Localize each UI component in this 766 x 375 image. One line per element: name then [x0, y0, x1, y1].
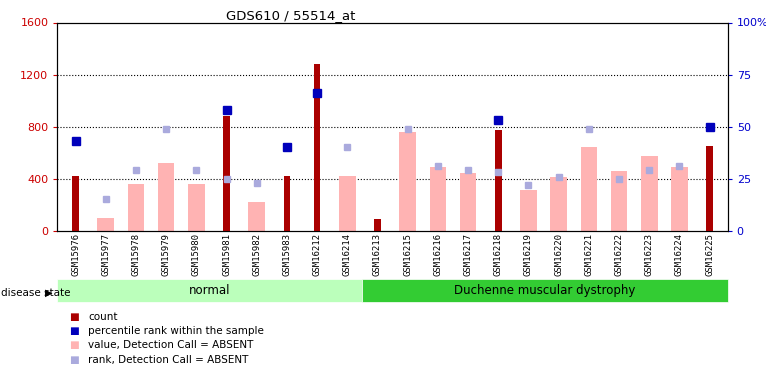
Bar: [520, 190, 537, 231]
Bar: [339, 176, 355, 231]
Bar: [460, 173, 476, 231]
Text: GSM15978: GSM15978: [132, 232, 140, 276]
Bar: [283, 176, 290, 231]
Text: GSM16221: GSM16221: [584, 232, 594, 276]
Text: GSM16216: GSM16216: [434, 232, 442, 276]
Text: GSM16218: GSM16218: [494, 232, 502, 276]
Text: GSM16224: GSM16224: [675, 232, 684, 276]
Text: GSM16215: GSM16215: [403, 232, 412, 276]
Text: GSM16213: GSM16213: [373, 232, 382, 276]
Text: ■: ■: [69, 355, 79, 364]
Bar: [611, 171, 627, 231]
Bar: [362, 279, 728, 302]
Text: GSM16222: GSM16222: [614, 232, 624, 276]
Text: GSM15976: GSM15976: [71, 232, 80, 276]
Bar: [158, 163, 175, 231]
Bar: [399, 132, 416, 231]
Bar: [57, 279, 362, 302]
Text: GSM16223: GSM16223: [645, 232, 653, 276]
Text: GSM16212: GSM16212: [313, 232, 322, 276]
Text: GSM15983: GSM15983: [283, 232, 291, 276]
Text: GSM15979: GSM15979: [162, 232, 171, 276]
Text: GSM16225: GSM16225: [705, 232, 714, 276]
Text: Duchenne muscular dystrophy: Duchenne muscular dystrophy: [454, 284, 636, 297]
Bar: [581, 147, 597, 231]
Bar: [706, 146, 713, 231]
Bar: [495, 130, 502, 231]
Text: GSM16219: GSM16219: [524, 232, 533, 276]
Text: percentile rank within the sample: percentile rank within the sample: [88, 326, 264, 336]
Text: ■: ■: [69, 312, 79, 322]
Bar: [314, 64, 320, 231]
Bar: [641, 156, 657, 231]
Bar: [430, 167, 446, 231]
Bar: [248, 202, 265, 231]
Text: normal: normal: [189, 284, 231, 297]
Bar: [374, 219, 381, 231]
Text: disease state: disease state: [1, 288, 70, 298]
Text: ■: ■: [69, 340, 79, 350]
Text: rank, Detection Call = ABSENT: rank, Detection Call = ABSENT: [88, 355, 248, 364]
Bar: [671, 167, 688, 231]
Text: GSM15980: GSM15980: [192, 232, 201, 276]
Bar: [550, 177, 567, 231]
Bar: [128, 184, 144, 231]
Text: GSM16214: GSM16214: [343, 232, 352, 276]
Bar: [223, 116, 230, 231]
Text: count: count: [88, 312, 118, 322]
Text: ■: ■: [69, 326, 79, 336]
Text: GSM15981: GSM15981: [222, 232, 231, 276]
Text: GSM16217: GSM16217: [463, 232, 473, 276]
Bar: [72, 176, 79, 231]
Text: GSM16220: GSM16220: [554, 232, 563, 276]
Bar: [188, 184, 205, 231]
Text: GSM15982: GSM15982: [252, 232, 261, 276]
Text: value, Detection Call = ABSENT: value, Detection Call = ABSENT: [88, 340, 254, 350]
Text: GDS610 / 55514_at: GDS610 / 55514_at: [227, 9, 355, 22]
Text: GSM15977: GSM15977: [101, 232, 110, 276]
Text: ▶: ▶: [44, 288, 52, 298]
Bar: [97, 217, 114, 231]
